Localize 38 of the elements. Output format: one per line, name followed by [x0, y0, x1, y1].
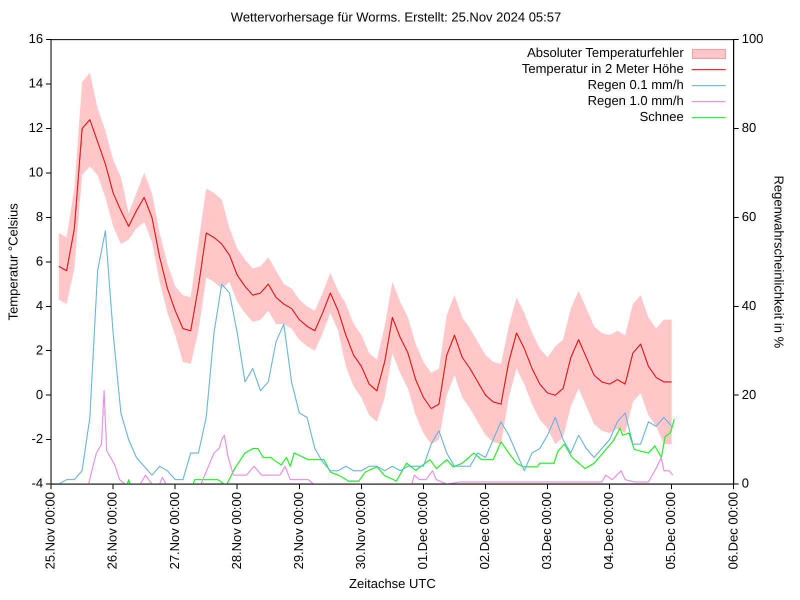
- y2-tick-label: 0: [742, 476, 749, 491]
- y-tick-label: 16: [28, 31, 44, 46]
- legend-label: Regen 0.1 mm/h: [588, 77, 684, 92]
- y2-tick-label: 40: [742, 298, 756, 313]
- x-tick-label: 04.Dec 00:00: [601, 492, 616, 570]
- y-tick-label: 4: [36, 298, 44, 313]
- x-tick-label: 01.Dec 00:00: [414, 492, 430, 570]
- x-tick-label: 27.Nov 00:00: [166, 492, 182, 570]
- y2-tick-label: 80: [742, 120, 756, 136]
- y-tick-label: 12: [28, 120, 44, 136]
- annotation: Absoluter Temperaturfehler: [527, 45, 684, 60]
- x-tick-label: 03.Dec 00:00: [539, 492, 554, 570]
- x-tick-label: 25.Nov 00:00: [42, 492, 58, 570]
- y-tick-label: 10: [28, 164, 44, 180]
- chart-title: Wettervorhersage für Worms. Erstellt: 25.Nov 2024 05:57: [230, 9, 562, 24]
- legend-label: Temperatur in 2 Meter Höhe: [522, 61, 684, 76]
- y-tick-label: 0: [36, 386, 44, 402]
- y-axis-title: Temperatur °Celsius: [5, 202, 20, 320]
- y-tick-label: 8: [36, 208, 44, 224]
- x-tick-label: 29.Nov 00:00: [290, 492, 306, 570]
- y-tick-label: -4: [31, 476, 44, 491]
- x-tick-label: 05.Dec 00:00: [663, 492, 678, 570]
- y-tick-label: 14: [28, 76, 44, 91]
- x-tick-label: 02.Dec 00:00: [477, 492, 492, 570]
- legend-label: Regen 1.0 mm/h: [588, 93, 684, 108]
- legend-label: Schnee: [640, 109, 684, 124]
- y-tick-label: 2: [36, 342, 44, 358]
- x-tick-label: 28.Nov 00:00: [228, 492, 244, 570]
- x-tick-label: 06.Dec 00:00: [725, 492, 740, 570]
- y-tick-label: 6: [36, 253, 44, 268]
- y2-tick-label: 60: [742, 208, 756, 224]
- x-tick-label: 26.Nov 00:00: [104, 492, 120, 570]
- y2-axis-title: Regenwahrscheinlichkeit in %: [772, 175, 787, 349]
- y2-tick-label: 20: [742, 386, 756, 402]
- x-axis-title: Zeitachse UTC: [349, 576, 436, 591]
- y-tick-label: -2: [31, 431, 44, 446]
- x-tick-label: 30.Nov 00:00: [352, 492, 368, 570]
- y2-tick-label: 100: [742, 31, 764, 46]
